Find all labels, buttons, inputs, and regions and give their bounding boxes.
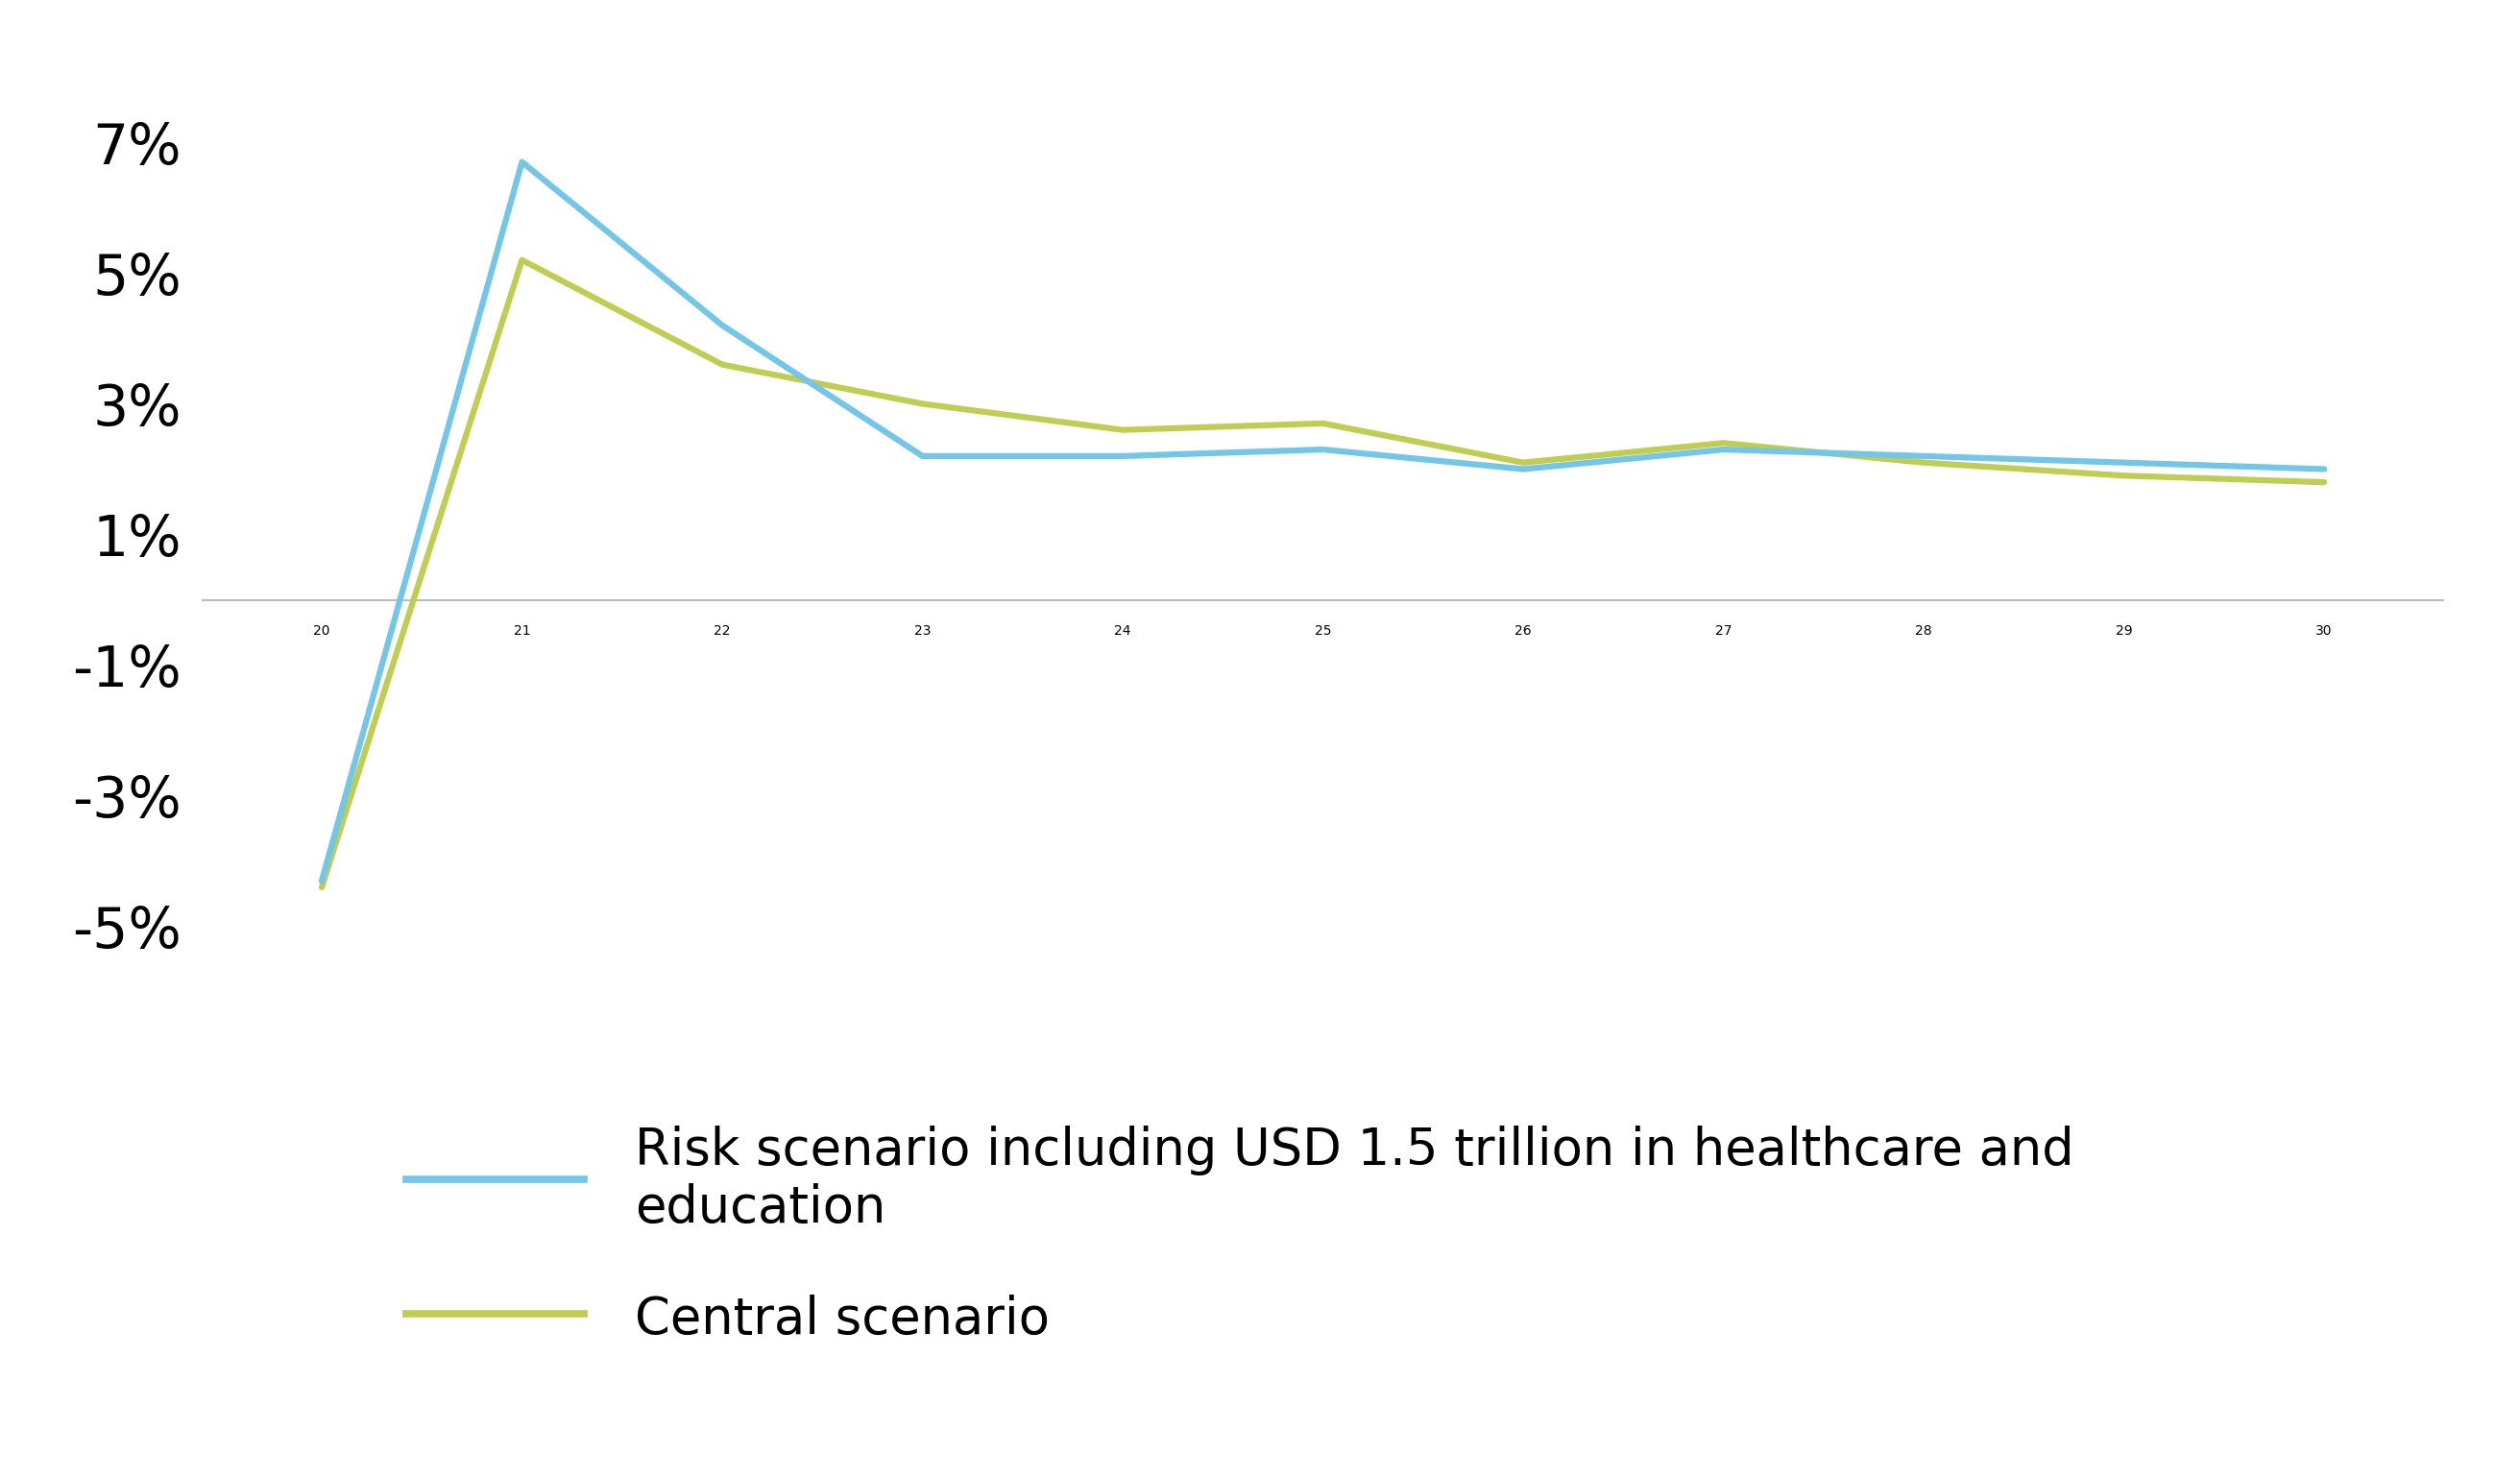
- Risk scenario including USD 1.5 trillion in healthcare and
education: [1308, 440, 1338, 458]
- Risk scenario including USD 1.5 trillion in healthcare and
education: [708, 316, 738, 334]
- Line: Risk scenario including USD 1.5 trillion in healthcare and
education: Risk scenario including USD 1.5 trillion…: [323, 163, 2323, 881]
- Central scenario: [1109, 421, 1139, 439]
- Risk scenario including USD 1.5 trillion in healthcare and
education: [1908, 448, 1938, 466]
- Central scenario: [307, 878, 338, 896]
- Risk scenario including USD 1.5 trillion in healthcare and
education: [2308, 460, 2339, 477]
- Risk scenario including USD 1.5 trillion in healthcare and
education: [1109, 448, 1139, 466]
- Central scenario: [2109, 467, 2139, 485]
- Central scenario: [2308, 473, 2339, 491]
- Central scenario: [1908, 454, 1938, 471]
- Central scenario: [1308, 414, 1338, 432]
- Risk scenario including USD 1.5 trillion in healthcare and
education: [507, 154, 537, 171]
- Risk scenario including USD 1.5 trillion in healthcare and
education: [2109, 454, 2139, 471]
- Central scenario: [708, 356, 738, 374]
- Legend: Risk scenario including USD 1.5 trillion in healthcare and
education, Central sc: Risk scenario including USD 1.5 trillion…: [406, 1126, 2074, 1345]
- Central scenario: [1507, 454, 1537, 471]
- Central scenario: [1709, 435, 1739, 452]
- Line: Central scenario: Central scenario: [323, 260, 2323, 887]
- Risk scenario including USD 1.5 trillion in healthcare and
education: [1709, 440, 1739, 458]
- Risk scenario including USD 1.5 trillion in healthcare and
education: [1507, 460, 1537, 477]
- Central scenario: [907, 395, 937, 412]
- Central scenario: [507, 251, 537, 269]
- Risk scenario including USD 1.5 trillion in healthcare and
education: [907, 448, 937, 466]
- Risk scenario including USD 1.5 trillion in healthcare and
education: [307, 872, 338, 890]
